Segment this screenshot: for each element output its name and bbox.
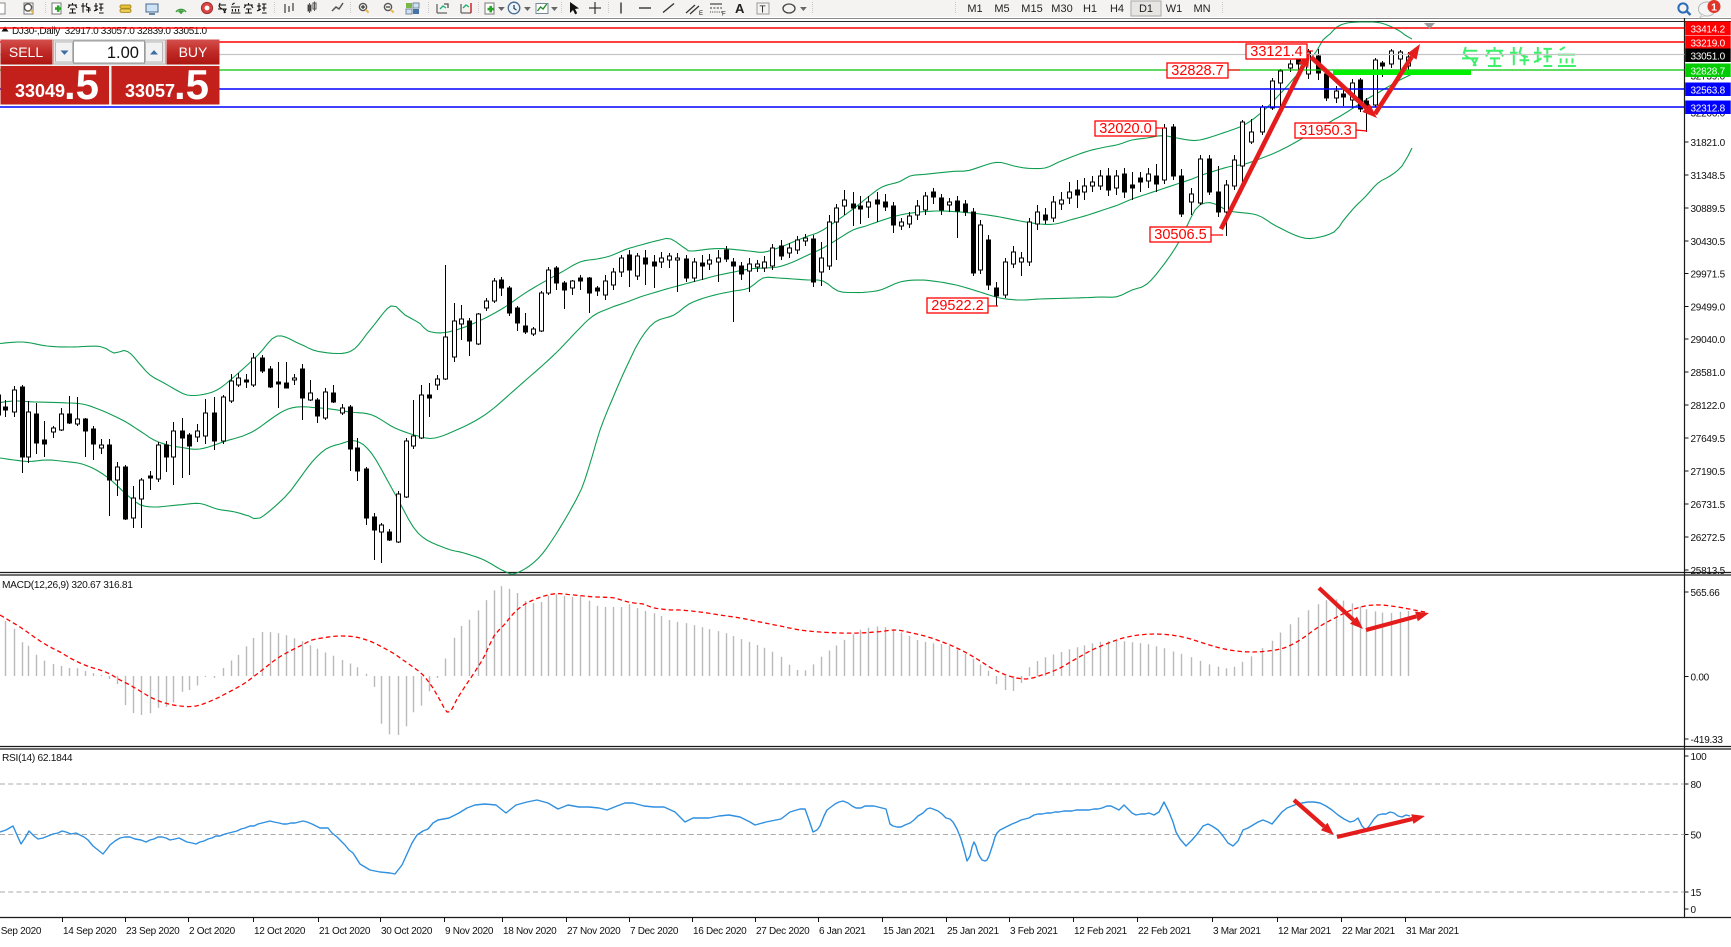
svg-text:.5: .5: [64, 61, 99, 108]
svg-text:0.00: 0.00: [1691, 673, 1710, 684]
svg-text:T: T: [760, 5, 766, 16]
svg-text:21 Oct 2020: 21 Oct 2020: [319, 926, 371, 937]
svg-text:30 Oct 2020: 30 Oct 2020: [381, 926, 433, 937]
svg-text:29522.2: 29522.2: [931, 298, 983, 314]
svg-text:9 Nov 2020: 9 Nov 2020: [445, 926, 494, 937]
svg-text:29499.0: 29499.0: [1691, 303, 1726, 314]
svg-text:D1: D1: [1139, 3, 1153, 15]
svg-text:31348.5: 31348.5: [1691, 171, 1726, 182]
svg-text:23 Sep 2020: 23 Sep 2020: [126, 926, 180, 937]
svg-text:26272.5: 26272.5: [1691, 533, 1726, 544]
svg-text:30430.5: 30430.5: [1691, 237, 1726, 248]
svg-text:28122.0: 28122.0: [1691, 401, 1726, 412]
svg-text:A: A: [735, 1, 745, 16]
svg-text:80: 80: [1691, 780, 1702, 791]
svg-text:W1: W1: [1166, 3, 1183, 15]
svg-text:M1: M1: [967, 3, 982, 15]
svg-text:.5: .5: [174, 61, 209, 108]
svg-text:BUY: BUY: [179, 44, 208, 60]
svg-text:-419.33: -419.33: [1691, 735, 1724, 746]
svg-text:M30: M30: [1051, 3, 1072, 15]
svg-text:12 Oct 2020: 12 Oct 2020: [254, 926, 306, 937]
svg-text:MN: MN: [1193, 3, 1210, 15]
svg-text:29040.0: 29040.0: [1691, 335, 1726, 346]
svg-text:3 Feb 2021: 3 Feb 2021: [1010, 926, 1058, 937]
svg-text:3 Mar 2021: 3 Mar 2021: [1213, 926, 1261, 937]
svg-text:SELL: SELL: [9, 44, 43, 60]
svg-text:32828.7: 32828.7: [1171, 63, 1223, 79]
svg-text:1: 1: [1711, 2, 1717, 14]
svg-text:28581.0: 28581.0: [1691, 368, 1726, 379]
svg-text:22 Feb 2021: 22 Feb 2021: [1138, 926, 1192, 937]
svg-text:27 Dec 2020: 27 Dec 2020: [756, 926, 810, 937]
svg-text:30506.5: 30506.5: [1154, 227, 1206, 243]
svg-text:16 Dec 2020: 16 Dec 2020: [693, 926, 747, 937]
svg-text:F: F: [722, 12, 726, 18]
svg-text:H1: H1: [1083, 3, 1097, 15]
svg-text:33121.4: 33121.4: [1250, 44, 1302, 60]
svg-text:12 Feb 2021: 12 Feb 2021: [1074, 926, 1128, 937]
svg-text:MACD(12,26,9) 320.67 316.81: MACD(12,26,9) 320.67 316.81: [2, 580, 133, 591]
svg-text:E: E: [699, 11, 703, 17]
svg-text:32563.8: 32563.8: [1691, 86, 1726, 97]
svg-text:33414.2: 33414.2: [1691, 25, 1726, 36]
svg-text:2 Oct 2020: 2 Oct 2020: [189, 926, 236, 937]
svg-text:30889.5: 30889.5: [1691, 204, 1726, 215]
svg-text:H4: H4: [1110, 3, 1124, 15]
svg-text:15: 15: [1691, 888, 1702, 899]
svg-text:100: 100: [1691, 752, 1708, 763]
svg-text:25813.5: 25813.5: [1691, 566, 1726, 577]
svg-text:33219.0: 33219.0: [1691, 39, 1726, 50]
svg-text:27649.5: 27649.5: [1691, 434, 1726, 445]
svg-text:50: 50: [1691, 831, 1702, 842]
svg-text:14 Sep 2020: 14 Sep 2020: [63, 926, 117, 937]
svg-text:33057: 33057: [125, 81, 175, 101]
svg-text:7 Dec 2020: 7 Dec 2020: [630, 926, 679, 937]
svg-text:27190.5: 27190.5: [1691, 467, 1726, 478]
svg-text:26731.5: 26731.5: [1691, 500, 1726, 511]
svg-text:6 Jan 2021: 6 Jan 2021: [819, 926, 866, 937]
svg-text:31 Mar 2021: 31 Mar 2021: [1406, 926, 1460, 937]
svg-text:4 Sep 2020: 4 Sep 2020: [0, 926, 42, 937]
svg-text:M15: M15: [1021, 3, 1042, 15]
svg-text:22 Mar 2021: 22 Mar 2021: [1342, 926, 1396, 937]
svg-text:0: 0: [1691, 905, 1697, 916]
svg-text:15 Jan 2021: 15 Jan 2021: [883, 926, 935, 937]
svg-text:DJ30-,Daily 32917.0 33057.0 3: DJ30-,Daily 32917.0 33057.0 32839.0 3305…: [12, 26, 208, 37]
svg-text:565.66: 565.66: [1691, 588, 1721, 599]
svg-text:32312.8: 32312.8: [1691, 104, 1726, 115]
svg-text:29971.5: 29971.5: [1691, 270, 1726, 281]
svg-text:18 Nov 2020: 18 Nov 2020: [503, 926, 557, 937]
svg-text:1.00: 1.00: [107, 44, 139, 62]
svg-text:RSI(14) 62.1844: RSI(14) 62.1844: [2, 753, 73, 764]
svg-text:33049: 33049: [15, 81, 65, 101]
svg-text:32828.7: 32828.7: [1691, 67, 1726, 78]
svg-text:33051.0: 33051.0: [1691, 52, 1726, 63]
svg-text:12 Mar 2021: 12 Mar 2021: [1278, 926, 1332, 937]
svg-text:31950.3: 31950.3: [1299, 123, 1351, 139]
svg-text:M5: M5: [994, 3, 1009, 15]
svg-text:27 Nov 2020: 27 Nov 2020: [567, 926, 621, 937]
svg-text:31821.0: 31821.0: [1691, 138, 1726, 149]
svg-text:25 Jan 2021: 25 Jan 2021: [947, 926, 999, 937]
svg-text:32020.0: 32020.0: [1099, 121, 1151, 137]
